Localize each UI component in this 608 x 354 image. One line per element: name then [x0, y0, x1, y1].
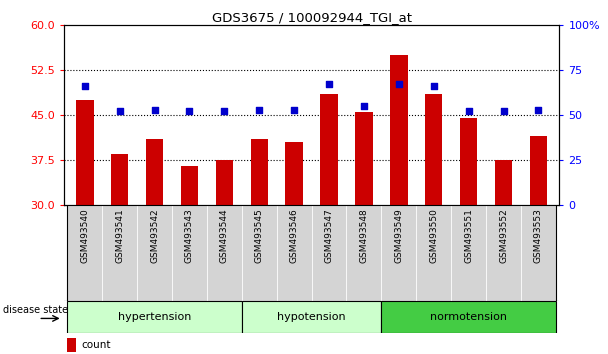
Point	[324, 81, 334, 87]
Text: GSM493550: GSM493550	[429, 208, 438, 263]
Text: GSM493544: GSM493544	[220, 208, 229, 263]
Point	[115, 109, 125, 114]
Bar	[390, 55, 407, 205]
Bar	[250, 139, 268, 205]
Bar	[67, 338, 76, 352]
Bar	[242, 301, 381, 333]
Bar	[137, 205, 172, 301]
Bar	[67, 205, 102, 301]
Point	[219, 109, 229, 114]
Text: hypertension: hypertension	[118, 312, 192, 322]
Text: hypotension: hypotension	[277, 312, 346, 322]
Bar	[355, 112, 373, 205]
Bar	[521, 205, 556, 301]
Point	[464, 109, 474, 114]
Point	[394, 81, 404, 87]
Bar	[111, 154, 128, 205]
Text: GSM493545: GSM493545	[255, 208, 264, 263]
Bar	[530, 136, 547, 205]
Text: GSM493547: GSM493547	[325, 208, 334, 263]
Bar	[495, 160, 513, 205]
Point	[80, 83, 89, 89]
Bar	[381, 205, 416, 301]
Bar	[207, 205, 242, 301]
Bar	[320, 94, 338, 205]
Text: normotension: normotension	[430, 312, 507, 322]
Bar	[172, 205, 207, 301]
Text: disease state: disease state	[3, 305, 68, 315]
Text: GSM493552: GSM493552	[499, 208, 508, 263]
Point	[150, 107, 159, 113]
Bar	[285, 142, 303, 205]
Bar	[460, 118, 477, 205]
Bar	[102, 205, 137, 301]
Bar	[416, 205, 451, 301]
Bar	[216, 160, 233, 205]
Bar	[67, 301, 242, 333]
Point	[534, 107, 544, 113]
Bar	[277, 205, 311, 301]
Point	[254, 107, 264, 113]
Bar	[451, 205, 486, 301]
Text: GSM493542: GSM493542	[150, 208, 159, 263]
Point	[185, 109, 195, 114]
Bar	[76, 100, 94, 205]
Text: GSM493553: GSM493553	[534, 208, 543, 263]
Text: GSM493543: GSM493543	[185, 208, 194, 263]
Bar	[242, 205, 277, 301]
Point	[289, 107, 299, 113]
Bar	[486, 205, 521, 301]
Point	[499, 109, 508, 114]
Text: count: count	[81, 340, 111, 350]
Text: GSM493541: GSM493541	[115, 208, 124, 263]
Text: GSM493546: GSM493546	[289, 208, 299, 263]
Bar	[381, 301, 556, 333]
Text: GSM493540: GSM493540	[80, 208, 89, 263]
Title: GDS3675 / 100092944_TGI_at: GDS3675 / 100092944_TGI_at	[212, 11, 412, 24]
Text: GSM493549: GSM493549	[395, 208, 403, 263]
Point	[359, 103, 369, 109]
Text: GSM493548: GSM493548	[359, 208, 368, 263]
Bar	[425, 94, 443, 205]
Bar	[311, 205, 347, 301]
Bar	[181, 166, 198, 205]
Bar	[146, 139, 164, 205]
Text: GSM493551: GSM493551	[464, 208, 473, 263]
Point	[429, 83, 438, 89]
Bar	[347, 205, 381, 301]
